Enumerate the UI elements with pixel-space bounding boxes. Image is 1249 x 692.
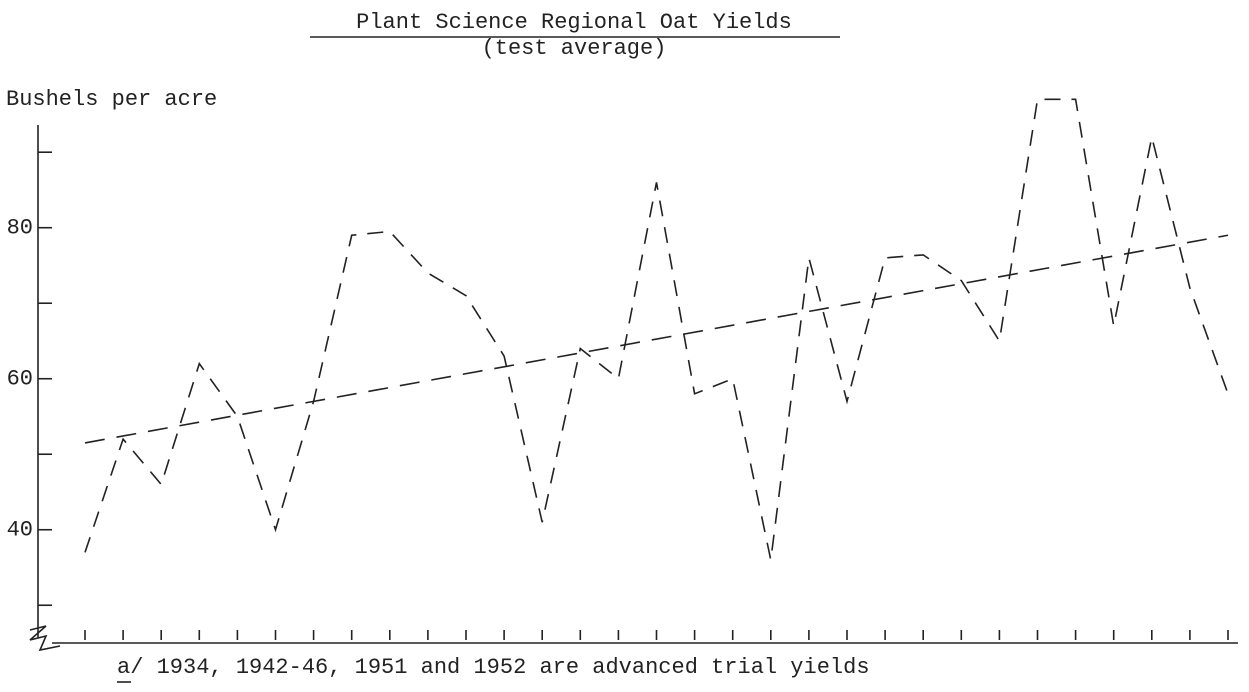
- trend-line: [84, 234, 1229, 444]
- chart-subtitle: (test average): [482, 36, 667, 61]
- y-tick-label: 40: [7, 518, 33, 543]
- footnote: a/ 1934, 1942-46, 1951 and 1952 are adva…: [117, 655, 870, 680]
- y-tick-label: 80: [7, 216, 33, 241]
- y-axis-label: Bushels per acre: [6, 87, 217, 112]
- data-line: [84, 98, 1229, 561]
- chart-title: Plant Science Regional Oat Yields: [356, 10, 792, 35]
- y-tick-label: 60: [7, 367, 33, 392]
- axis-break: [29, 625, 61, 652]
